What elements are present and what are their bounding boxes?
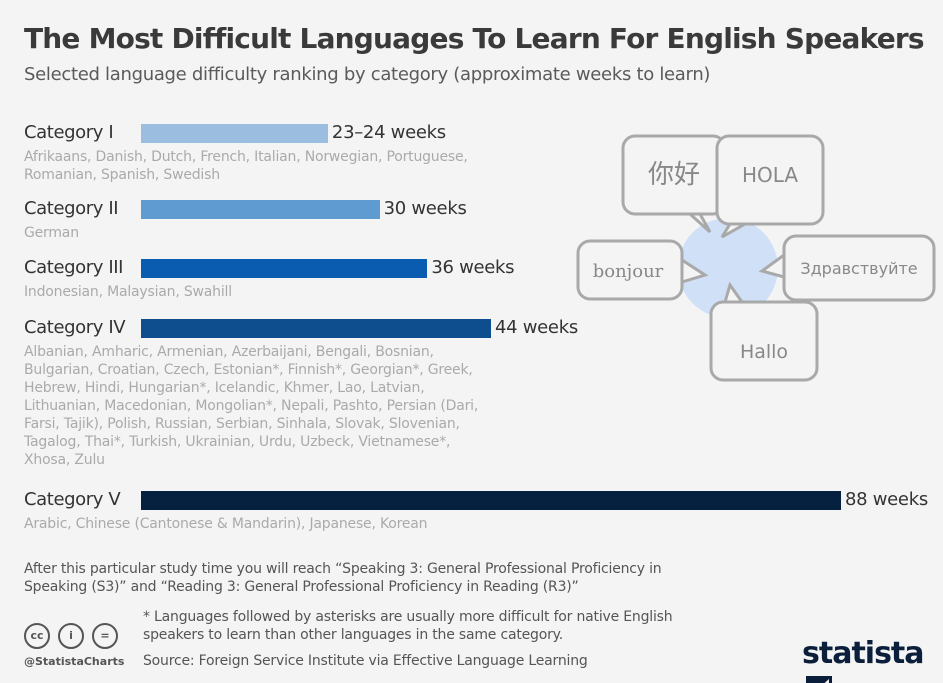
chart-subtitle: Selected language difficulty ranking by …: [24, 64, 711, 85]
bar-category-3: [141, 259, 428, 278]
bubble-text: bonjour: [593, 261, 664, 282]
value-label: 23–24 weeks: [331, 122, 446, 143]
bar-category-5: [141, 491, 841, 510]
bubble-text: HOLA: [742, 163, 798, 187]
language-list: German: [24, 225, 79, 241]
logo-text: statista: [802, 636, 925, 671]
chart-title: The Most Difficult Languages To Learn Fo…: [24, 22, 925, 55]
value-label: 30 weeks: [383, 198, 467, 219]
language-list: Indonesian, Malaysian, Swahill: [24, 284, 232, 300]
language-list: Afrikaans, Danish, Dutch, French, Italia…: [24, 149, 468, 183]
language-list: Arabic, Chinese (Cantonese & Mandarin), …: [24, 516, 428, 532]
bubble-tail: [680, 257, 709, 285]
bar-category-2: [141, 200, 380, 219]
bubble-text: Hallo: [740, 341, 788, 363]
proficiency-note: After this particular study time you wil…: [24, 561, 662, 595]
bubble-hallo: [709, 300, 819, 382]
bubble-text: 你好: [648, 160, 700, 190]
value-label: 44 weeks: [495, 317, 578, 338]
no-derivatives-icon[interactable]: =: [92, 623, 118, 649]
statista-handle[interactable]: @StatistaCharts: [24, 655, 125, 668]
globe-circle: [678, 218, 778, 318]
category-label: Category II: [24, 198, 119, 219]
cc-license-icon[interactable]: cc: [24, 623, 50, 649]
bubble-text: Здравствуйте: [800, 259, 917, 278]
category-label: Category IV: [24, 317, 126, 338]
language-list: Albanian, Amharic, Armenian, Azerbaijani…: [24, 344, 479, 468]
bubble-tail: [722, 281, 745, 304]
bubble-hola: [715, 134, 825, 226]
speech-bubbles-illustration: 你好 HOLA bonjour Здравствуйте Hallo: [576, 134, 936, 382]
value-label: 88 weeks: [845, 489, 928, 510]
category-label: Category III: [24, 257, 124, 278]
value-label: 36 weeks: [431, 257, 515, 278]
source: Source: Foreign Service Institute via Ef…: [143, 653, 588, 669]
asterisk-note: * Languages followed by asterisks are us…: [143, 609, 673, 643]
bubble-tail: [720, 222, 751, 239]
category-label: Category V: [24, 489, 121, 510]
category-label: Category I: [24, 122, 114, 143]
bar-category-1: [141, 124, 328, 143]
bubble-tail: [758, 252, 786, 279]
statista-logo[interactable]: statista: [802, 636, 943, 683]
bar-category-4: [141, 319, 491, 338]
bubble-tail: [686, 212, 712, 234]
attribution-icon[interactable]: i: [58, 623, 84, 649]
statista-logo-icon: [806, 676, 832, 683]
